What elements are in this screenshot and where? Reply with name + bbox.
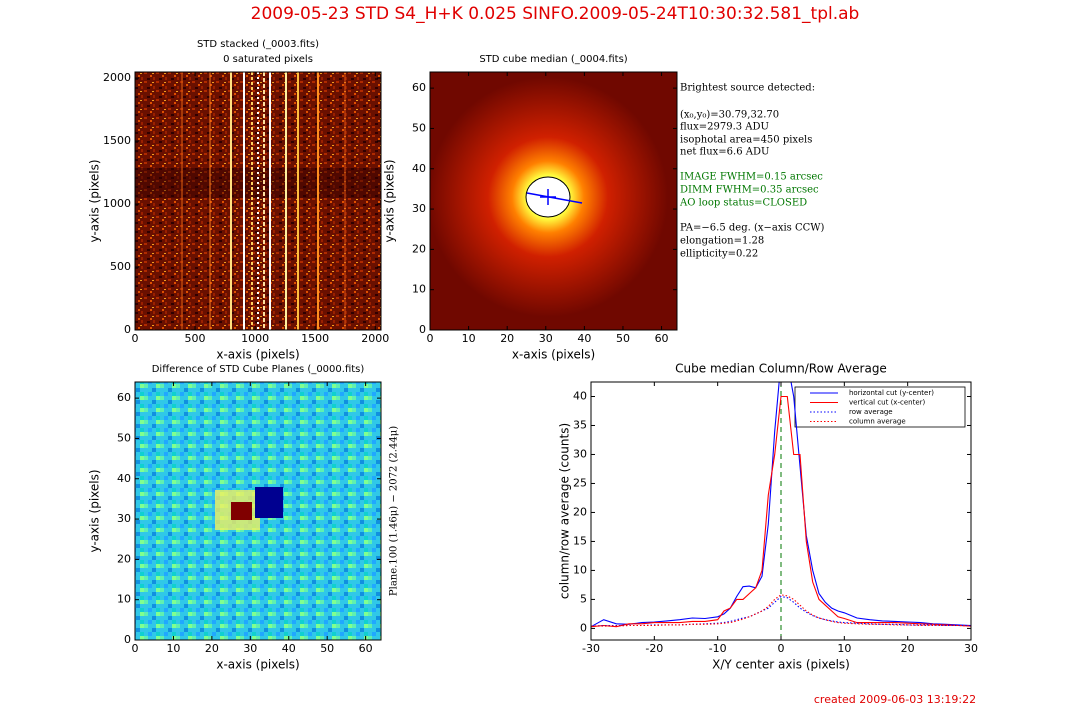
x-tick-label: 0 [427, 332, 434, 345]
x-tick-label: 20 [500, 332, 514, 345]
x-tick-label: 20 [205, 642, 219, 655]
x-tick-label: 0 [778, 642, 785, 655]
x-tick-label: 60 [655, 332, 669, 345]
x-tick-label: 60 [359, 642, 373, 655]
y-tick-label: 50 [117, 431, 131, 444]
x-tick-label: -20 [645, 642, 663, 655]
x-axis-label: x-axis (pixels) [216, 348, 299, 362]
x-tick-label: 0 [132, 642, 139, 655]
y-axis-label: y-axis (pixels) [88, 159, 102, 242]
y-tick-label: 5 [580, 592, 587, 605]
x-tick-label: 20 [901, 642, 915, 655]
series-line [591, 594, 971, 627]
chart-subtitle: 0 saturated pixels [223, 54, 313, 65]
y-tick-label: 30 [412, 202, 426, 215]
x-tick-label: 50 [616, 332, 630, 345]
x-tick-label: 50 [320, 642, 334, 655]
annotation: flux=2979.3 ADU [680, 122, 769, 133]
annotation: IMAGE FWHM=0.15 arcsec [680, 172, 823, 183]
y-axis-label: y-axis (pixels) [383, 159, 397, 242]
legend-label: row average [849, 408, 893, 416]
legend-label: column average [849, 418, 906, 426]
footer: created 2009-06-03 13:19:22 [814, 693, 976, 706]
chart-title: STD stacked (_0003.fits) [197, 39, 319, 50]
image-difference [135, 382, 381, 640]
chart-title: STD cube median (_0004.fits) [479, 54, 627, 65]
y-tick-label: 1000 [103, 197, 131, 210]
annotation: PA=−6.5 deg. (x−axis CCW) [680, 223, 825, 234]
plot-area [591, 382, 971, 640]
series-line [591, 395, 971, 628]
y-tick-label: 60 [412, 81, 426, 94]
x-tick-label: 2000 [361, 332, 389, 345]
x-tick-label: 30 [964, 642, 978, 655]
y-tick-label: 20 [573, 505, 587, 518]
x-tick-label: 10 [166, 642, 180, 655]
x-tick-label: 1000 [241, 332, 269, 345]
annotation: DIMM FWHM=0.35 arcsec [680, 185, 819, 196]
annotation: (x₀,y₀)=30.79,32.70 [680, 110, 779, 121]
annotation: elongation=1.28 [680, 236, 764, 247]
y-tick-label: 40 [412, 162, 426, 175]
annotation: ellipticity=0.22 [680, 249, 758, 260]
y-tick-label: 1500 [103, 134, 131, 147]
x-tick-label: 30 [243, 642, 257, 655]
x-tick-label: 500 [185, 332, 206, 345]
image-median [430, 72, 677, 330]
y-tick-label: 0 [124, 633, 131, 646]
y-tick-label: 2000 [103, 71, 131, 84]
x-tick-label: 0 [132, 332, 139, 345]
y2-axis-label: Plane.100 (1.46μ) − 2072 (2.44μ) [389, 426, 400, 596]
x-tick-label: 1500 [301, 332, 329, 345]
series-line [591, 382, 971, 628]
y-tick-label: 500 [110, 260, 131, 273]
y-tick-label: 60 [117, 391, 131, 404]
y-tick-label: 40 [117, 472, 131, 485]
x-tick-label: 10 [837, 642, 851, 655]
x-axis-label: X/Y center axis (pixels) [712, 658, 850, 672]
x-tick-label: -10 [709, 642, 727, 655]
x-tick-label: -30 [582, 642, 600, 655]
y-tick-label: 20 [117, 552, 131, 565]
y-tick-label: 15 [573, 534, 587, 547]
y-tick-label: 10 [117, 593, 131, 606]
y-tick-label: 40 [573, 389, 587, 402]
x-tick-label: 40 [577, 332, 591, 345]
y-tick-label: 30 [117, 512, 131, 525]
annotation: Brightest source detected: [680, 83, 815, 94]
y-tick-label: 10 [412, 283, 426, 296]
chart-title: Difference of STD Cube Planes (_0000.fit… [152, 364, 365, 375]
plot-frame [134, 381, 382, 641]
x-axis-label: x-axis (pixels) [512, 348, 595, 362]
x-tick-label: 30 [539, 332, 553, 345]
y-tick-label: 50 [412, 121, 426, 134]
plot-frame [134, 71, 382, 331]
x-tick-label: 10 [462, 332, 476, 345]
x-tick-label: 40 [282, 642, 296, 655]
annotation: net flux=6.6 ADU [680, 147, 769, 158]
legend-box [794, 386, 966, 428]
y-tick-label: 0 [124, 323, 131, 336]
legend-label: horizontal cut (y-center) [849, 389, 934, 397]
annotation: isophotal area=450 pixels [680, 135, 812, 146]
y-tick-label: 0 [580, 621, 587, 634]
x-axis-label: x-axis (pixels) [216, 658, 299, 672]
legend-label: vertical cut (x-center) [849, 399, 926, 407]
y-axis-label: column/row average (counts) [558, 423, 572, 599]
y-tick-label: 25 [573, 476, 587, 489]
y-tick-label: 20 [412, 242, 426, 255]
annotation: AO loop status=CLOSED [679, 198, 807, 209]
y-tick-label: 35 [573, 418, 587, 431]
y-tick-label: 30 [573, 447, 587, 460]
y-tick-label: 10 [573, 563, 587, 576]
page-title: 2009-05-23 STD S4_H+K 0.025 SINFO.2009-0… [251, 4, 860, 24]
plot-frame [429, 71, 678, 331]
image-stacked [135, 72, 381, 330]
y-tick-label: 0 [419, 323, 426, 336]
chart-title: Cube median Column/Row Average [675, 362, 887, 376]
y-axis-label: y-axis (pixels) [88, 469, 102, 552]
